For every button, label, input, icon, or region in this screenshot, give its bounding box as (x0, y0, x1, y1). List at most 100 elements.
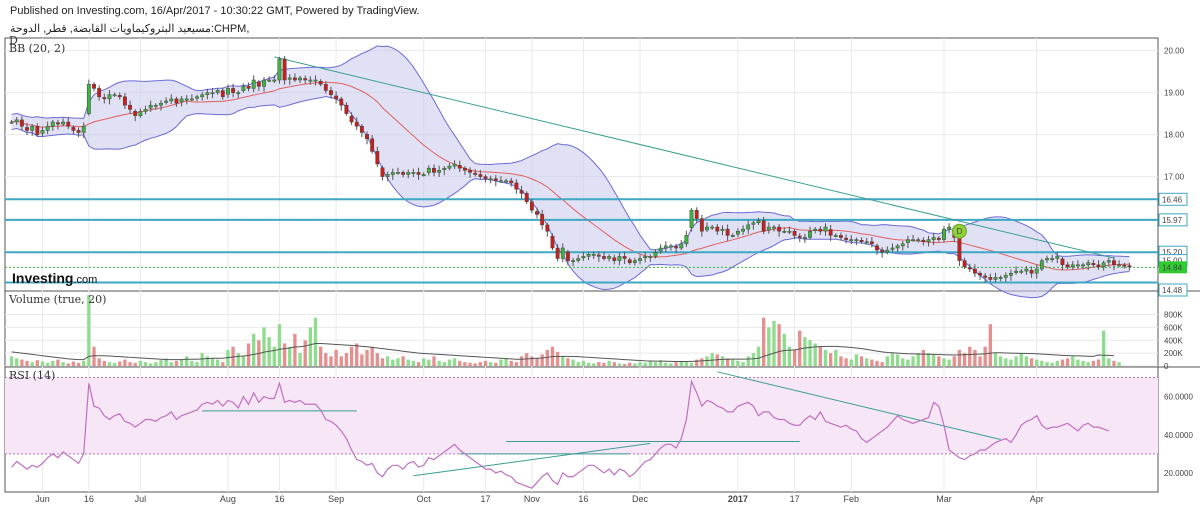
candle-body (432, 167, 436, 173)
volume-bar (9, 356, 14, 366)
chart-canvas[interactable]: 17.00 18.00 19.00 20.00 D 16.46 15.97 15.2015.0… (0, 36, 1200, 508)
candle-body (1117, 264, 1122, 267)
volume-bar (231, 346, 235, 366)
candle-body (215, 90, 220, 93)
symbol-line: مسيعيد البتروكيماويات القابضة, قطر, الدو… (10, 23, 250, 35)
candle-body (993, 277, 998, 280)
candle-body (256, 81, 261, 87)
volume-bar (962, 353, 967, 366)
candle-body (1075, 264, 1080, 267)
candle-body (241, 86, 246, 91)
dividend-marker (951, 223, 967, 239)
candle-body (967, 267, 972, 270)
volume-bar (365, 349, 369, 366)
candle-body (236, 92, 241, 95)
volume-bar (1071, 356, 1075, 366)
volume-bar (349, 346, 354, 366)
rsi-band (5, 377, 1158, 454)
price-axis-tick: 20.00 (1164, 47, 1185, 56)
candle-body (1055, 256, 1060, 259)
candle-body (849, 239, 854, 242)
candle-body (179, 98, 184, 103)
x-axis-tick: 17 (480, 494, 490, 504)
volume-bar (612, 362, 616, 366)
rsi-trend-line (717, 371, 1001, 441)
candle-body (519, 190, 524, 194)
candle-body (931, 237, 936, 240)
volume-bar (581, 360, 586, 366)
volume-bar (483, 360, 488, 366)
price-panel[interactable]: 17.00 18.00 19.00 20.00 D 16.46 15.97 15.2015.0… (5, 36, 1188, 299)
candle-body (699, 218, 704, 232)
volume-bar (1117, 362, 1121, 366)
candle-body (339, 98, 344, 106)
volume-bar (215, 359, 220, 366)
volume-bar (689, 362, 694, 366)
candle-body (581, 256, 586, 259)
volume-bar (633, 363, 637, 366)
volume-bar (622, 364, 627, 366)
candle-body (174, 98, 179, 104)
candle-body (751, 222, 756, 225)
candle-body (189, 98, 194, 101)
volume-bar (138, 360, 143, 366)
candle-body (998, 277, 1003, 279)
volume-bar (736, 360, 740, 366)
volume-bar (478, 362, 483, 366)
volume-legend: Volume (true, 20) (8, 293, 106, 306)
volume-bar (602, 362, 606, 366)
candle-body (612, 257, 617, 261)
candle-body (818, 228, 823, 232)
candle-body (128, 104, 132, 110)
volume-bar (107, 362, 112, 366)
volume-axis-tick: 0 (1164, 362, 1169, 371)
candle-body (159, 102, 163, 106)
candle-body (689, 209, 694, 229)
investing-logo: Investing.com (12, 270, 97, 286)
price-axis-tick: 19.00 (1164, 89, 1185, 98)
volume-bar (179, 359, 184, 366)
volume-bar (746, 356, 750, 366)
candle-body (978, 272, 982, 276)
volume-bar (391, 359, 395, 366)
x-axis-tick: Mar (936, 494, 952, 504)
x-axis-tick: Dec (632, 494, 649, 504)
volume-bar (76, 362, 81, 366)
price-label: 14.84 (1162, 263, 1183, 272)
volume-axis-tick: 200K (1164, 349, 1183, 358)
candle-body (555, 247, 560, 259)
volume-bar (406, 359, 410, 366)
candle-body (329, 90, 333, 95)
candle-body (1065, 264, 1070, 268)
volume-bar (669, 363, 673, 366)
candle-body (457, 165, 462, 169)
volume-bar (818, 346, 823, 366)
rsi-panel[interactable]: 20.0000 40.0000 60.0000 RSI (14) (5, 369, 1193, 489)
volume-bar (911, 356, 915, 366)
volume-bar (875, 360, 879, 366)
candle-body (1081, 264, 1085, 267)
volume-panel[interactable]: 0 200K 400K 600K 800K Volume (true, 20) (5, 293, 1183, 371)
volume-bar (937, 356, 941, 366)
volume-bar (288, 346, 292, 366)
candle-body (35, 125, 40, 135)
volume-bar (82, 360, 86, 366)
candle-body (885, 249, 890, 253)
volume-bar (715, 354, 719, 366)
volume-bar (880, 362, 884, 366)
candle-body (602, 256, 606, 259)
price-axis-tick: 18.00 (1164, 131, 1185, 140)
candle-body (92, 83, 96, 89)
volume-bar (854, 354, 859, 366)
volume-bar (169, 362, 173, 366)
candle-body (844, 237, 849, 240)
candle-body (679, 243, 684, 249)
volume-bar (617, 363, 622, 366)
candle-body (298, 77, 302, 81)
candle-body (576, 258, 581, 261)
candle-body (380, 167, 385, 177)
candle-body (349, 115, 354, 123)
candle-body (117, 95, 122, 98)
volume-bar (762, 317, 766, 366)
volume-bar (767, 327, 771, 366)
